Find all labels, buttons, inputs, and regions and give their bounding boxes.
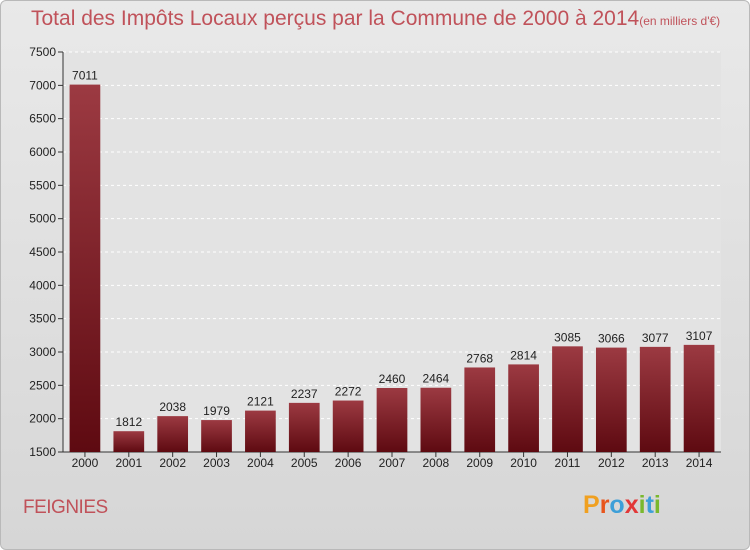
- commune-name: FEIGNIES: [23, 497, 108, 518]
- chart-title-main: Total des Impôts Locaux perçus par la Co…: [31, 7, 640, 30]
- y-tick-label: 4500: [29, 245, 56, 259]
- x-tick-label: 2008: [423, 456, 450, 470]
- x-tick-label: 2002: [159, 456, 186, 470]
- y-tick-label: 6500: [29, 112, 56, 126]
- value-label: 2814: [510, 348, 537, 362]
- bar-2001: [113, 431, 145, 452]
- chart-title-unit: (en milliers d'€): [639, 14, 721, 28]
- x-tick-label: 2006: [335, 456, 362, 470]
- value-label: 7011: [72, 69, 98, 83]
- value-label: 3077: [642, 331, 669, 345]
- bar-2008: [420, 387, 452, 452]
- bar-2011: [552, 346, 583, 452]
- value-label: 3066: [598, 332, 625, 346]
- x-tick-label: 2001: [115, 456, 142, 470]
- bar-2003: [201, 420, 232, 452]
- x-tick-label: 2007: [379, 456, 406, 470]
- x-tick-label: 2009: [466, 456, 493, 470]
- x-tick-label: 2014: [686, 456, 713, 470]
- bar-2005: [288, 402, 320, 452]
- logo-letter: o: [609, 491, 625, 519]
- value-label: 2121: [247, 395, 274, 409]
- value-label: 2464: [423, 372, 450, 386]
- value-label: 2272: [335, 385, 362, 399]
- x-tick-label: 2003: [203, 456, 230, 470]
- logo-letter: t: [645, 491, 654, 519]
- y-tick-label: 3000: [29, 345, 56, 359]
- logo-letter: i: [653, 491, 661, 519]
- chart-title: Total des Impôts Locaux perçus par la Co…: [31, 7, 720, 31]
- y-tick-label: 1500: [29, 445, 56, 459]
- bar-2000: [69, 84, 101, 452]
- value-label: 2038: [159, 400, 186, 414]
- y-tick-label: 2500: [29, 378, 56, 392]
- bar-2012: [595, 347, 627, 452]
- bar-2007: [376, 388, 408, 452]
- x-tick-label: 2005: [291, 456, 318, 470]
- logo-letter: r: [599, 491, 610, 519]
- value-label: 2768: [466, 351, 493, 365]
- value-label: 3107: [686, 329, 713, 343]
- value-label: 1979: [203, 404, 230, 418]
- value-label: 2237: [291, 387, 318, 401]
- logo-letter: P: [583, 491, 600, 519]
- x-tick-label: 2004: [247, 456, 274, 470]
- logo-letter: x: [624, 491, 639, 519]
- logo-letter: i: [638, 491, 646, 519]
- bar-2014: [683, 344, 715, 452]
- y-tick-label: 5500: [29, 178, 56, 192]
- bar-2004: [245, 410, 276, 452]
- bar-2006: [332, 400, 364, 452]
- x-tick-label: 2011: [555, 456, 581, 470]
- bar-2009: [464, 367, 496, 452]
- y-tick-label: 2000: [29, 412, 56, 426]
- bar-2013: [639, 346, 671, 452]
- y-tick-label: 4000: [29, 278, 56, 292]
- x-tick-label: 2000: [72, 456, 99, 470]
- value-label: 3085: [554, 330, 581, 344]
- bar-2010: [508, 364, 539, 452]
- y-tick-label: 7000: [29, 78, 56, 92]
- y-tick-label: 6000: [29, 145, 56, 159]
- x-tick-label: 2013: [642, 456, 669, 470]
- x-tick-label: 2012: [598, 456, 625, 470]
- x-tick-label: 2010: [510, 456, 537, 470]
- bar-2002: [157, 416, 189, 452]
- value-label: 1812: [115, 415, 142, 429]
- y-tick-label: 5000: [29, 212, 56, 226]
- value-label: 2460: [379, 372, 406, 386]
- y-tick-label: 3500: [29, 312, 56, 326]
- proxiti-logo: Proxiti: [583, 491, 661, 520]
- y-tick-label: 7500: [29, 45, 56, 59]
